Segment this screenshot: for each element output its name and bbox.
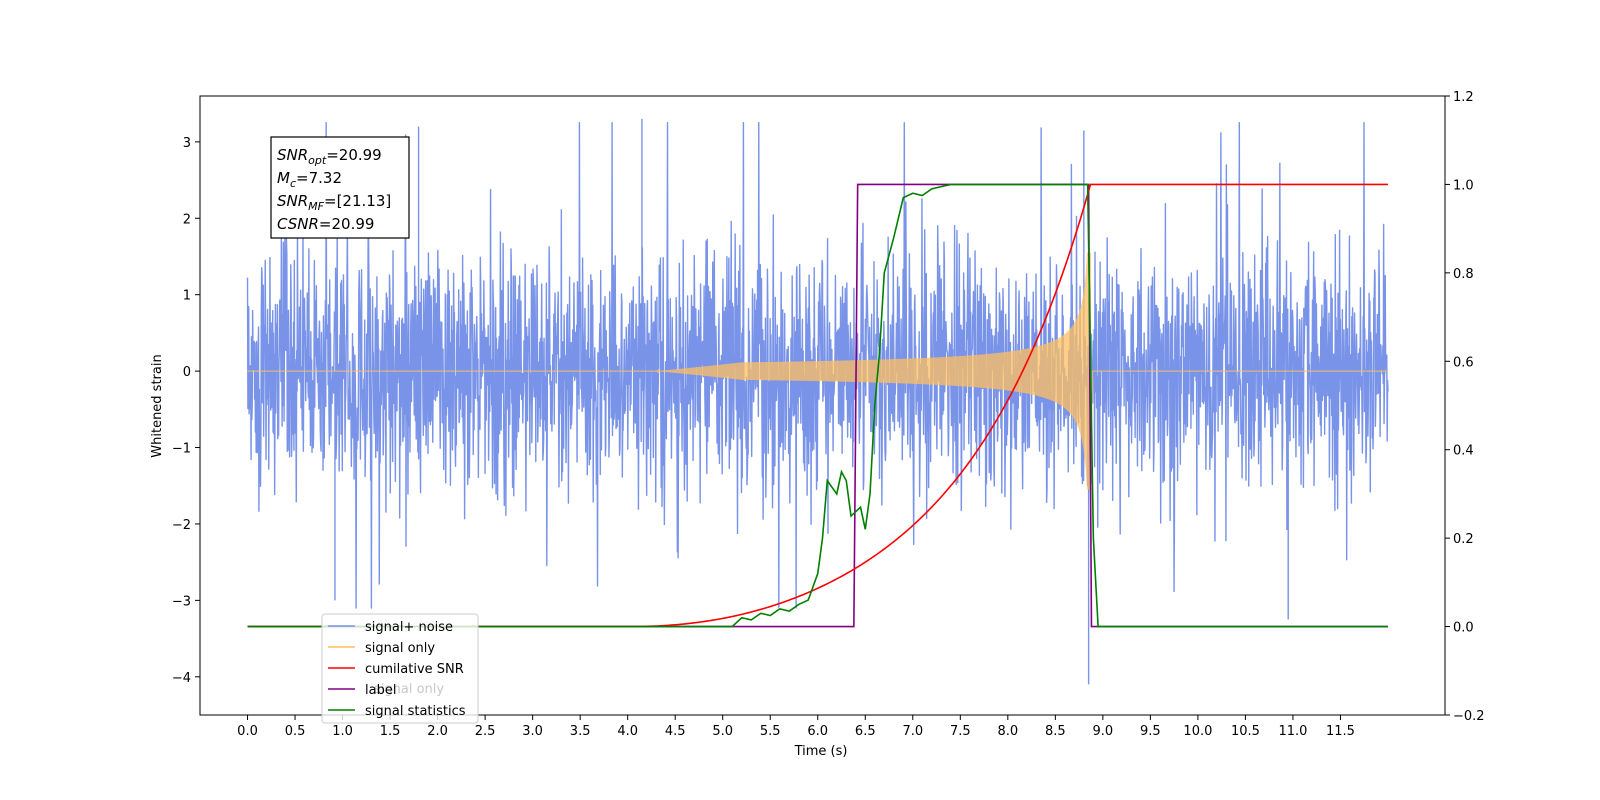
x-tick-label: 9.0 <box>1093 724 1114 739</box>
legend: signal only signal+ noise signal only cumi… <box>321 613 479 724</box>
series-signal-plus-noise <box>246 118 1389 685</box>
legend-label: signal statistics <box>365 704 466 719</box>
series-signal-only <box>247 252 1388 490</box>
y-right-tick-label: 0.0 <box>1453 621 1474 636</box>
x-tick-label: 1.5 <box>380 724 401 739</box>
x-tick-label: 8.0 <box>997 724 1018 739</box>
y-right-tick-label: 0.2 <box>1453 532 1474 547</box>
legend-label: label <box>365 683 396 698</box>
series-signal-statistics <box>247 183 1388 628</box>
x-tick-label: 10.0 <box>1183 724 1212 739</box>
plot-area <box>246 118 1389 685</box>
x-axis: 0.0 0.5 1.0 1.5 2.0 2.5 3.0 3.5 4.0 4.5 5.0 5.5 6.0 6… <box>237 715 1355 739</box>
y-left-tick-label: −4 <box>172 671 191 686</box>
annotation-line: Mc=7.32 <box>277 169 342 190</box>
legend-label: signal only <box>365 641 435 656</box>
y-axis-left: 3 2 1 0 −1 −2 −3 −4 <box>172 136 200 686</box>
x-tick-label: 7.0 <box>902 724 923 739</box>
x-tick-label: 0.0 <box>237 724 258 739</box>
x-tick-label: 3.5 <box>570 724 591 739</box>
plot-frame <box>199 95 1446 716</box>
x-tick-label: 2.5 <box>475 724 496 739</box>
y-left-tick-label: 3 <box>183 136 191 151</box>
y-axis-right: 1.2 1.0 0.8 0.6 0.4 0.2 0.0 −0.2 <box>1445 90 1485 724</box>
x-tick-label: 6.0 <box>807 724 828 739</box>
x-tick-label: 10.5 <box>1231 724 1260 739</box>
x-tick-label: 2.0 <box>427 724 448 739</box>
legend-label: signal+ noise <box>365 620 453 635</box>
x-tick-label: 1.0 <box>332 724 353 739</box>
x-tick-label: 3.0 <box>522 724 543 739</box>
x-tick-label: 4.5 <box>665 724 686 739</box>
y-left-tick-label: 2 <box>183 212 191 227</box>
x-tick-label: 5.0 <box>712 724 733 739</box>
annotation-line: CSNR=20.99 <box>277 215 374 233</box>
x-tick-label: 6.5 <box>855 724 876 739</box>
y-right-tick-label: 1.0 <box>1453 178 1474 193</box>
x-tick-label: 8.5 <box>1045 724 1066 739</box>
y-left-tick-label: 0 <box>183 365 191 380</box>
annotation-line: SNRMF=[21.13] <box>277 192 391 213</box>
y-right-tick-label: 0.4 <box>1453 444 1474 459</box>
legend-overlap-text: signal only <box>374 682 444 697</box>
y-left-tick-label: −3 <box>172 594 191 609</box>
x-tick-label: 9.5 <box>1140 724 1161 739</box>
x-axis-label: Time (s) <box>794 744 848 759</box>
y-right-tick-label: 1.2 <box>1453 90 1474 105</box>
x-tick-label: 5.5 <box>760 724 781 739</box>
y-right-tick-label: 0.6 <box>1453 355 1474 370</box>
x-tick-label: 11.5 <box>1326 724 1355 739</box>
x-tick-label: 4.0 <box>617 724 638 739</box>
y-right-tick-label: −0.2 <box>1453 709 1485 724</box>
annotation-line: SNRopt=20.99 <box>277 146 382 167</box>
y-left-tick-label: −2 <box>172 518 191 533</box>
y-left-tick-label: 1 <box>183 289 191 304</box>
y-axis-label: Whitened strain <box>150 354 165 457</box>
legend-label: cumilative SNR <box>365 662 464 677</box>
x-tick-label: 0.5 <box>285 724 306 739</box>
annotation-frame <box>270 136 410 239</box>
x-tick-label: 7.5 <box>950 724 971 739</box>
y-left-tick-label: −1 <box>172 442 191 457</box>
legend-frame <box>321 613 479 724</box>
x-tick-label: 11.0 <box>1278 724 1307 739</box>
y-right-tick-label: 0.8 <box>1453 267 1474 282</box>
